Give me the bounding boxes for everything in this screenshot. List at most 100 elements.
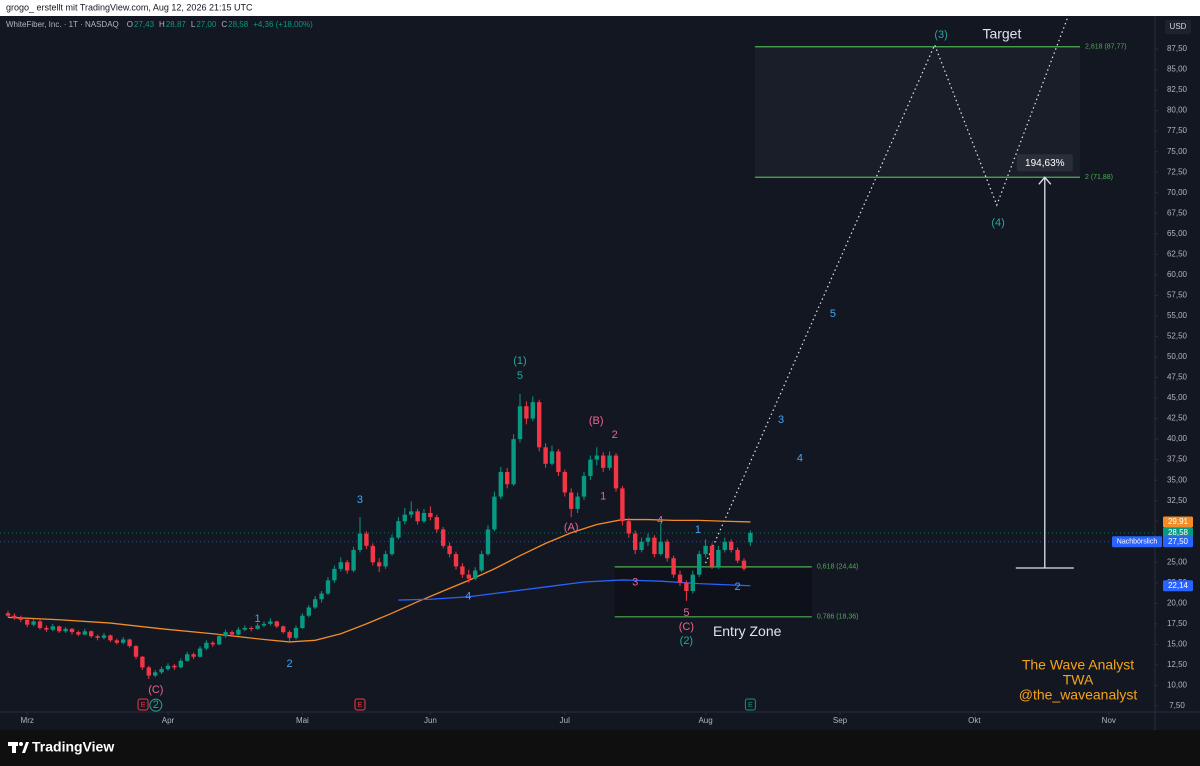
ohlc-key: L [191,20,196,29]
ohlc-key: C [221,20,227,29]
candle-body [588,459,593,477]
currency: USD [1170,22,1187,31]
wave-label: 4 [797,453,803,465]
wave-label: 4 [657,515,663,527]
moving-average [7,518,751,643]
candle-body [69,628,75,633]
candle-body [492,496,497,530]
y-tick-label: 82,50 [1167,85,1188,94]
wave-label: 3 [778,414,784,426]
candle-body [536,402,542,448]
candle-body [344,562,350,571]
candle-body [18,618,23,620]
ohlc-key: H [159,20,165,29]
candle-body [376,562,382,567]
candle-body [12,615,17,619]
candle-body [165,665,171,670]
y-tick-label: 60,00 [1167,270,1188,279]
candle-body [146,667,151,676]
candle-body [293,627,299,638]
post-market-tag: Nachbörslich [1117,539,1158,546]
candle-body [325,580,331,594]
y-tick-label: 15,00 [1167,640,1188,649]
candle-body [338,562,343,569]
candle-body [626,521,631,534]
wave-label: (B) [589,415,604,427]
candle-body [466,574,471,579]
candle-body [421,513,427,522]
y-tick-label: 37,50 [1167,455,1188,464]
y-tick-label: 77,50 [1167,126,1188,135]
candle-body [44,627,49,630]
candle-body [351,549,356,571]
change: +4,36 (+18,00%) [253,20,313,29]
candle-body [511,439,516,485]
brand-logo [8,742,29,753]
earnings-label: E [358,702,363,709]
wave-label: 3 [632,577,638,589]
wave-label: (1) [513,355,526,367]
candle-body [255,625,260,629]
signature: @the_waveanalyst [1019,687,1138,703]
candle-body [287,632,292,638]
y-tick-label: 62,50 [1167,249,1188,258]
candle-body [370,545,375,563]
candle-body [229,632,235,635]
candle-body [396,521,401,538]
candle-body [197,648,203,657]
candle-body [389,537,395,555]
candle-body [581,476,587,497]
fib-label: 0,786 (18,36) [817,614,859,621]
candle-body [82,631,87,635]
wave-label: 2 [612,429,618,441]
y-tick-label: 40,00 [1167,434,1188,443]
ohlc-key: O [127,20,133,29]
candle-body [268,621,273,624]
measure-arrow [1038,176,1052,185]
y-tick-label: 50,00 [1167,352,1188,361]
ma-price-label: 22,14 [1168,581,1189,590]
candle-body [728,541,734,550]
earnings-marker [137,698,149,711]
wave-label: 3 [357,494,363,506]
ma-price-label-box [1163,516,1193,528]
earnings-label: E [141,702,146,709]
x-tick-label: Mai [296,716,309,725]
y-tick-label: 25,00 [1167,557,1188,566]
wave-label: (4) [991,217,1004,229]
y-tick-label: 7,50 [1169,701,1185,710]
candle-body [498,471,503,497]
candle-body [460,566,465,575]
candle-body [524,406,529,419]
candle-body [114,640,119,643]
candle-body [31,621,36,625]
wave-label: 5 [683,607,689,619]
wave-label: (2) [680,635,693,647]
y-tick-label: 57,50 [1167,290,1188,299]
wave-label: 5 [830,308,836,320]
candle-body [600,455,606,468]
candle-body [223,632,228,637]
x-tick-label: Jun [424,716,437,725]
candle-body [133,646,139,657]
candle-body [517,406,523,440]
y-tick-label: 17,50 [1167,619,1188,628]
candle-body [300,615,305,628]
x-tick-label: Sep [833,716,848,725]
candle-body [709,545,715,567]
candle-body [274,621,279,627]
candle-body [37,621,43,628]
fib-label: 2,618 (87,77) [1085,44,1127,51]
candle-body [24,619,30,625]
ma-price-label-box [1163,580,1193,592]
candle-body [95,636,100,638]
candle-body [639,541,644,550]
ohlc-value: 28,87 [166,20,187,29]
candle-body [479,554,484,571]
y-tick-label: 87,50 [1167,44,1188,53]
wave-label: 5 [517,370,523,382]
wave-label: 1 [255,613,261,625]
wave-label: (A) [564,522,579,534]
candle-body [645,537,651,542]
candle-body [216,636,222,645]
